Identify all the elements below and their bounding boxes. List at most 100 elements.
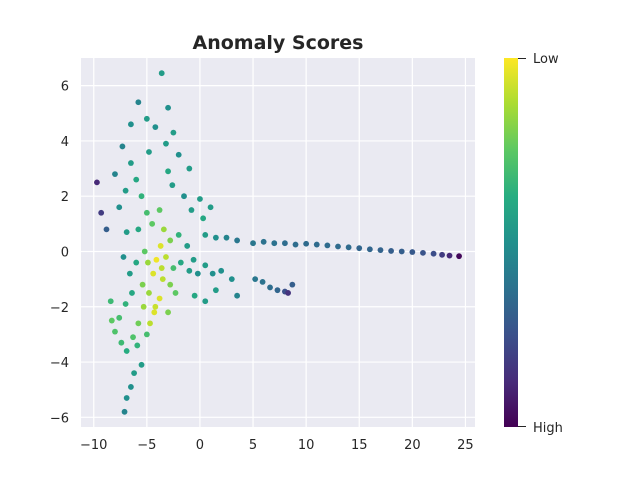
- data-point: [289, 281, 296, 288]
- data-point: [112, 328, 118, 335]
- data-point: [223, 234, 230, 241]
- data-point: [135, 226, 142, 233]
- data-point: [356, 245, 363, 252]
- data-point: [202, 298, 209, 305]
- data-point: [200, 215, 207, 222]
- data-point: [141, 248, 148, 255]
- data-point: [313, 241, 320, 248]
- data-point: [398, 248, 405, 255]
- data-point: [234, 292, 241, 299]
- data-point: [167, 237, 174, 244]
- data-point: [143, 115, 150, 122]
- data-point: [122, 301, 129, 307]
- data-point: [292, 241, 299, 248]
- data-point: [345, 244, 352, 251]
- plot-area: [81, 58, 475, 427]
- data-point: [158, 265, 165, 271]
- data-point: [149, 220, 156, 227]
- data-point: [250, 240, 256, 247]
- data-point: [267, 284, 273, 291]
- data-point: [151, 309, 158, 316]
- data-point: [112, 171, 118, 177]
- data-point: [130, 334, 136, 341]
- y-tick-label: −2: [50, 301, 69, 316]
- data-point: [123, 229, 130, 236]
- data-point: [366, 246, 373, 253]
- data-point: [159, 276, 166, 283]
- data-point: [285, 290, 291, 296]
- data-point: [175, 231, 182, 238]
- data-point: [145, 259, 151, 266]
- y-tick-label: −4: [50, 356, 69, 371]
- data-point: [156, 207, 163, 213]
- data-point: [140, 303, 147, 310]
- data-point: [188, 207, 195, 213]
- data-point: [409, 249, 416, 255]
- data-point: [172, 290, 179, 296]
- y-tick-label: 6: [61, 80, 69, 95]
- data-point: [120, 254, 127, 260]
- data-point: [228, 276, 235, 283]
- data-point: [271, 240, 278, 247]
- data-point: [163, 254, 169, 260]
- data-point: [169, 182, 176, 189]
- data-point: [388, 248, 395, 254]
- data-point: [303, 240, 310, 247]
- data-point: [181, 193, 187, 200]
- data-point: [107, 298, 114, 305]
- data-point: [128, 384, 134, 390]
- data-point: [138, 361, 145, 368]
- data-point: [430, 250, 437, 257]
- data-point: [165, 309, 171, 316]
- data-point: [152, 124, 159, 131]
- data-point: [260, 238, 267, 245]
- data-point: [150, 270, 157, 277]
- data-point: [259, 278, 266, 285]
- data-point: [202, 262, 209, 269]
- data-point: [152, 303, 159, 310]
- data-point: [143, 209, 150, 216]
- data-point: [207, 204, 214, 211]
- data-point: [118, 339, 125, 346]
- data-point: [170, 265, 177, 271]
- data-point: [133, 259, 140, 266]
- data-point: [274, 287, 281, 294]
- chart-title: Anomaly Scores: [193, 32, 364, 54]
- data-point: [194, 270, 201, 277]
- data-point: [146, 149, 152, 155]
- data-point: [116, 204, 123, 211]
- y-tick-label: 4: [61, 135, 69, 150]
- data-point: [170, 129, 177, 136]
- data-point: [129, 290, 135, 296]
- data-point: [212, 234, 219, 241]
- data-point: [126, 270, 133, 277]
- x-tick-label: −10: [80, 438, 107, 453]
- data-point: [186, 267, 193, 274]
- data-point: [165, 168, 171, 175]
- data-point: [119, 143, 126, 150]
- data-point: [186, 165, 193, 172]
- data-point: [122, 187, 129, 194]
- data-point: [324, 242, 331, 249]
- data-point: [335, 243, 341, 250]
- data-point: [157, 243, 164, 249]
- colorbar-top-label: Low: [533, 52, 559, 67]
- data-point: [133, 176, 140, 183]
- data-point: [138, 193, 145, 200]
- data-point: [156, 295, 163, 302]
- y-tick-label: 2: [61, 190, 69, 205]
- data-point: [98, 209, 105, 216]
- data-point: [160, 226, 167, 233]
- data-point: [158, 70, 165, 77]
- x-axis: −10 −5 0 5 10 15 20 25: [80, 438, 474, 453]
- data-point: [121, 408, 128, 415]
- x-tick-label: −5: [137, 438, 156, 453]
- y-tick-label: 0: [61, 245, 69, 260]
- x-tick-label: 15: [351, 438, 368, 453]
- data-point: [197, 196, 203, 202]
- data-point: [202, 231, 209, 238]
- data-point: [143, 331, 150, 338]
- data-point: [128, 160, 134, 166]
- data-point: [153, 256, 160, 263]
